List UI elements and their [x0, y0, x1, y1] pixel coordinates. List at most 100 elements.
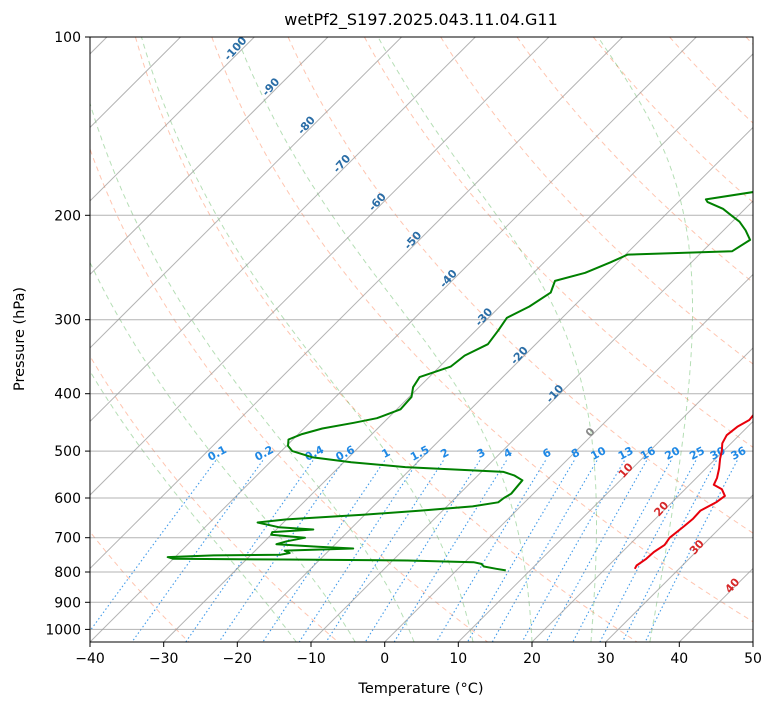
isotherm-30 — [605, 494, 753, 642]
mixing-ratio-line-1 — [131, 460, 264, 642]
mixing-ratio-line-0 — [90, 460, 217, 632]
moist-adiabat-label-8: -20 — [508, 344, 531, 368]
isotherm--10 — [310, 200, 753, 642]
moist-adiabat-label-13: 30 — [687, 537, 707, 557]
moist-adiabat-label-3: -70 — [330, 152, 353, 176]
mixing-ratio-label-11: 10 — [589, 444, 609, 463]
mixing-ratio-label-9: 6 — [540, 446, 553, 461]
isotherm-50 — [752, 641, 753, 642]
dry-adiabat-9 — [592, 37, 753, 203]
mixing-ratio-line-14 — [572, 460, 672, 642]
y-tick-label-1: 200 — [54, 208, 81, 224]
mixing-ratio-line-6 — [325, 460, 444, 642]
isotherm--20 — [236, 126, 753, 642]
dry-adiabat-7 — [440, 37, 753, 365]
isotherm--80 — [90, 37, 402, 349]
moist-adiabat-label-14: 40 — [722, 575, 742, 595]
x-tick-label-4: 0 — [380, 651, 389, 667]
x-tick-label-9: 50 — [744, 651, 762, 667]
background-lines — [90, 37, 753, 642]
mixing-ratio-line-2 — [185, 460, 314, 642]
isotherm--100 — [90, 37, 255, 202]
x-tick-label-0: −40 — [75, 651, 105, 667]
isotherm--50 — [90, 37, 623, 570]
x-tick-label-7: 30 — [597, 651, 615, 667]
y-axis-title: Pressure (hPa) — [12, 287, 28, 391]
mixing-ratio-label-15: 25 — [687, 444, 707, 463]
isotherm--70 — [90, 37, 476, 423]
mixing-ratio-line-10 — [467, 460, 575, 642]
mixing-ratio-line-12 — [521, 460, 625, 642]
moist-adiabat-2 — [90, 101, 415, 642]
mixing-ratio-label-2: 0.4 — [303, 443, 327, 464]
moist-adiabat-5 — [377, 37, 597, 642]
x-axis-ticks: −40 −30 −20 −10 0 10 20 30 40 50 — [75, 642, 762, 667]
dry-adiabat-6 — [363, 37, 753, 448]
moist-adiabat-0 — [90, 370, 297, 642]
moist-adiabat-label-4: -60 — [366, 190, 389, 214]
y-tick-label-8: 900 — [54, 595, 81, 611]
adiabat-labels: 0.1 0.2 0.4 0.6 1 1.5 2 3 4 6 8 10 13 16 20 25 30 36-100-… — [205, 37, 749, 596]
x-tick-label-6: 20 — [523, 651, 541, 667]
moist-adiabat-label-10: 0 — [583, 425, 598, 440]
isotherm--40 — [90, 37, 697, 642]
x-tick-label-1: −30 — [149, 651, 179, 667]
x-tick-label-3: −10 — [296, 651, 326, 667]
moist-adiabat-label-11: 10 — [616, 460, 636, 480]
moist-adiabat-label-9: -10 — [543, 382, 566, 406]
mixing-ratio-line-11 — [491, 460, 598, 642]
dry-adiabat-11 — [745, 37, 753, 46]
mixing-ratio-line-9 — [435, 460, 546, 642]
plot-frame — [89, 36, 754, 643]
mixing-ratio-label-13: 16 — [638, 444, 658, 463]
isotherm-10 — [457, 347, 753, 642]
y-tick-label-2: 300 — [54, 313, 81, 329]
mixing-ratio-line-4 — [262, 460, 386, 642]
moist-adiabat-1 — [90, 261, 356, 642]
x-tick-label-2: −20 — [223, 651, 253, 667]
moist-adiabat-label-2: -80 — [295, 113, 318, 137]
dry-adiabat-3 — [134, 37, 638, 642]
moist-adiabat-3 — [141, 37, 474, 642]
mixing-ratio-label-12: 13 — [616, 444, 636, 463]
x-tick-label-8: 40 — [670, 651, 688, 667]
y-tick-label-4: 500 — [54, 444, 81, 460]
y-tick-label-0: 100 — [54, 30, 81, 46]
mixing-ratio-line-15 — [599, 460, 697, 642]
x-axis-title: Temperature (°C) — [357, 681, 483, 697]
dewpoint-line — [166, 191, 753, 572]
isotherm--60 — [90, 37, 550, 496]
moist-adiabat-label-1: -90 — [259, 75, 282, 99]
mixing-ratio-label-6: 2 — [438, 446, 451, 461]
dry-adiabat-10 — [669, 37, 753, 124]
mixing-ratio-label-17: 36 — [729, 444, 749, 463]
isotherm--90 — [90, 37, 329, 276]
moist-adiabat-4 — [236, 37, 533, 642]
moist-adiabat-label-12: 20 — [651, 499, 671, 519]
chart-title: wetPf2_S197.2025.043.11.04.G11 — [284, 10, 558, 30]
temperature-line — [633, 413, 753, 570]
dry-adiabat-4 — [211, 37, 753, 623]
y-tick-label-7: 800 — [54, 565, 81, 581]
moist-adiabat-label-7: -30 — [472, 305, 495, 329]
isotherm-0 — [384, 273, 753, 642]
series-layer — [166, 191, 753, 572]
moist-adiabat-label-6: -40 — [437, 267, 460, 291]
dry-adiabat-0 — [90, 530, 190, 642]
y-tick-label-6: 700 — [54, 531, 81, 547]
mixing-ratio-label-16: 30 — [708, 444, 728, 463]
mixing-ratio-label-7: 3 — [475, 446, 488, 461]
mixing-ratio-line-7 — [364, 460, 481, 642]
mixing-ratio-line-5 — [298, 460, 419, 642]
y-tick-label-9: 1000 — [45, 622, 81, 638]
y-axis-ticks: 100 200 300 400 500 600 700 800 900 1000 — [45, 30, 90, 638]
dry-adiabat-8 — [516, 37, 753, 284]
mixing-ratio-label-10: 8 — [569, 446, 582, 461]
x-tick-label-5: 10 — [449, 651, 467, 667]
isotherm--30 — [163, 53, 753, 642]
mixing-ratio-line-3 — [218, 460, 345, 642]
mixing-ratio-label-14: 20 — [663, 444, 683, 463]
mixing-ratio-line-8 — [393, 460, 507, 642]
mixing-ratio-line-16 — [621, 460, 717, 642]
